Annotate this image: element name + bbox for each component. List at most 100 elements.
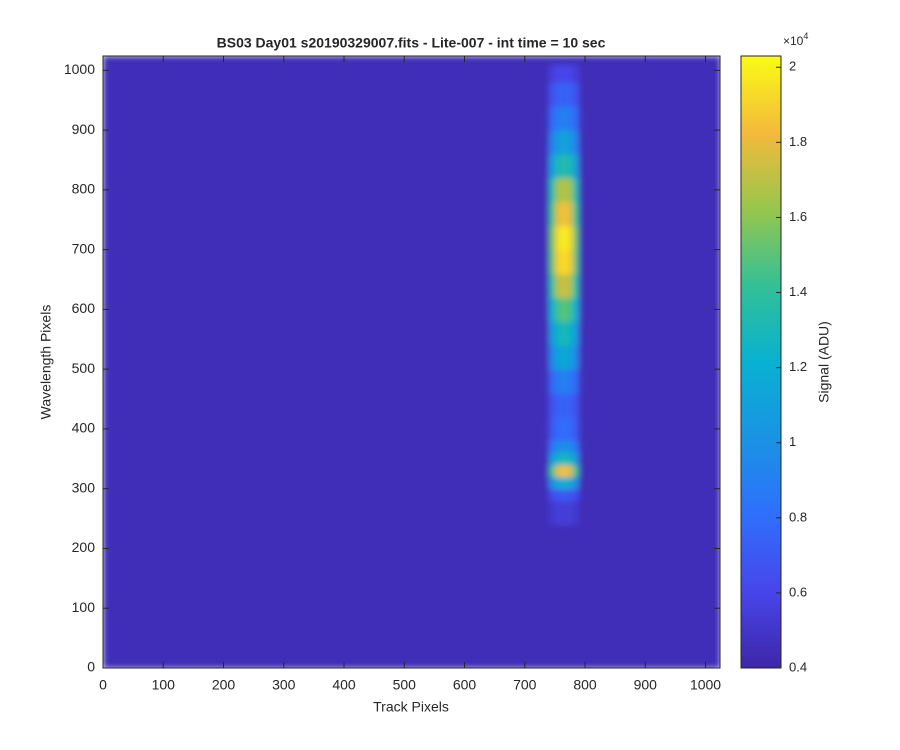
colorbar-label: Signal (ADU) — [816, 321, 832, 403]
heatmap-cell — [566, 249, 574, 275]
heatmap-cell — [560, 369, 568, 394]
heatmap-cell — [554, 452, 562, 466]
heatmap-cell — [579, 524, 720, 668]
heatmap-cell — [103, 56, 550, 65]
heatmap-cell — [548, 440, 556, 454]
colorbar-tick-label: 1 — [789, 434, 796, 449]
colorbar-tick-label: 1.6 — [789, 209, 807, 224]
heatmap-cell — [548, 297, 556, 322]
heatmap-cell — [572, 225, 580, 251]
heatmap-cell — [560, 393, 568, 418]
colorbar-tick-label: 2 — [789, 59, 796, 74]
colorbar — [740, 55, 782, 669]
heatmap-cell — [548, 345, 556, 370]
heatmap-cell — [554, 273, 562, 298]
heatmap-cell — [548, 130, 556, 155]
heatmap-cell — [560, 130, 568, 155]
heatmap-cell — [579, 82, 720, 107]
heatmap-cell — [554, 297, 562, 322]
heatmap-cell — [560, 225, 568, 251]
y-tick-label: 400 — [72, 420, 96, 436]
x-tick-label: 800 — [573, 677, 597, 693]
heatmap-cell — [554, 56, 562, 65]
heatmap-cell — [572, 500, 580, 526]
x-tick-label: 1000 — [690, 677, 721, 693]
heatmap-cell — [103, 476, 550, 490]
heatmap-cell — [566, 500, 574, 526]
heatmap-cell — [572, 321, 580, 346]
heatmap-cell — [572, 476, 580, 490]
heatmap-cell — [560, 321, 568, 346]
heatmap-cell — [566, 524, 574, 668]
heatmap-cell — [579, 225, 720, 251]
heatmap-cell — [554, 393, 562, 418]
heatmap-cell — [560, 416, 568, 442]
heatmap-cell — [548, 500, 556, 526]
heatmap-cell — [560, 440, 568, 454]
heatmap-cell — [554, 345, 562, 370]
x-tick-label: 200 — [212, 677, 236, 693]
heatmap-cell — [566, 225, 574, 251]
heatmap-cell — [560, 464, 568, 478]
heatmap-cell — [566, 154, 574, 179]
heatmap-cell — [572, 154, 580, 179]
x-tick-label: 500 — [393, 677, 417, 693]
heatmap-cell — [560, 106, 568, 131]
heatmap-cell — [548, 56, 556, 65]
heatmap-cell — [554, 369, 562, 394]
heatmap-cell — [560, 56, 568, 65]
heatmap-cell — [566, 345, 574, 370]
x-tick-label: 300 — [272, 677, 296, 693]
heatmap-cell — [572, 488, 580, 502]
heatmap-cell — [103, 500, 550, 526]
heatmap-cell — [579, 464, 720, 478]
heatmap-cell — [579, 177, 720, 203]
heatmap-cell — [566, 82, 574, 107]
x-axis-label: Track Pixels — [373, 699, 449, 715]
heatmap-cell — [572, 56, 580, 65]
heatmap-cell — [572, 452, 580, 466]
heatmap-cell — [548, 452, 556, 466]
heatmap-cell — [103, 82, 550, 107]
heatmap-cell — [548, 416, 556, 442]
heatmap-cell — [579, 201, 720, 227]
y-tick-label: 500 — [72, 360, 96, 376]
heatmap-cell — [103, 464, 550, 478]
heatmap-cell — [566, 464, 574, 478]
colorbar-tick-label: 0.4 — [789, 659, 807, 674]
heatmap-cell — [579, 476, 720, 490]
heatmap-cell — [554, 249, 562, 275]
heatmap-cell — [103, 321, 550, 346]
heatmap-cell — [548, 464, 556, 478]
heatmap-cell — [554, 321, 562, 346]
heatmap-cell — [560, 82, 568, 107]
heatmap-cell — [560, 524, 568, 668]
heatmap-cell — [554, 82, 562, 107]
heatmap-cell — [560, 500, 568, 526]
heatmap-cell — [579, 345, 720, 370]
heatmap-cell — [566, 476, 574, 490]
heatmap-cell — [572, 177, 580, 203]
heatmap-cell — [579, 56, 720, 65]
x-tick-label: 400 — [332, 677, 356, 693]
heatmap-cell — [560, 201, 568, 227]
heatmap-cell — [572, 464, 580, 478]
heatmap-cell — [579, 64, 720, 83]
x-tick-label: 100 — [152, 677, 176, 693]
heatmap-cell — [560, 297, 568, 322]
heatmap-cell — [572, 440, 580, 454]
heatmap-cell — [554, 130, 562, 155]
heatmap-cell — [579, 369, 720, 394]
heatmap-cell — [548, 321, 556, 346]
heatmap-cell — [560, 345, 568, 370]
heatmap-cell — [548, 369, 556, 394]
heatmap-cell — [554, 154, 562, 179]
heatmap-cell — [554, 225, 562, 251]
heatmap-cell — [572, 369, 580, 394]
heatmap-cell — [560, 488, 568, 502]
heatmap-cell — [579, 393, 720, 418]
heatmap-cell — [579, 273, 720, 298]
heatmap-cell — [560, 64, 568, 83]
heatmap-cell — [579, 297, 720, 322]
